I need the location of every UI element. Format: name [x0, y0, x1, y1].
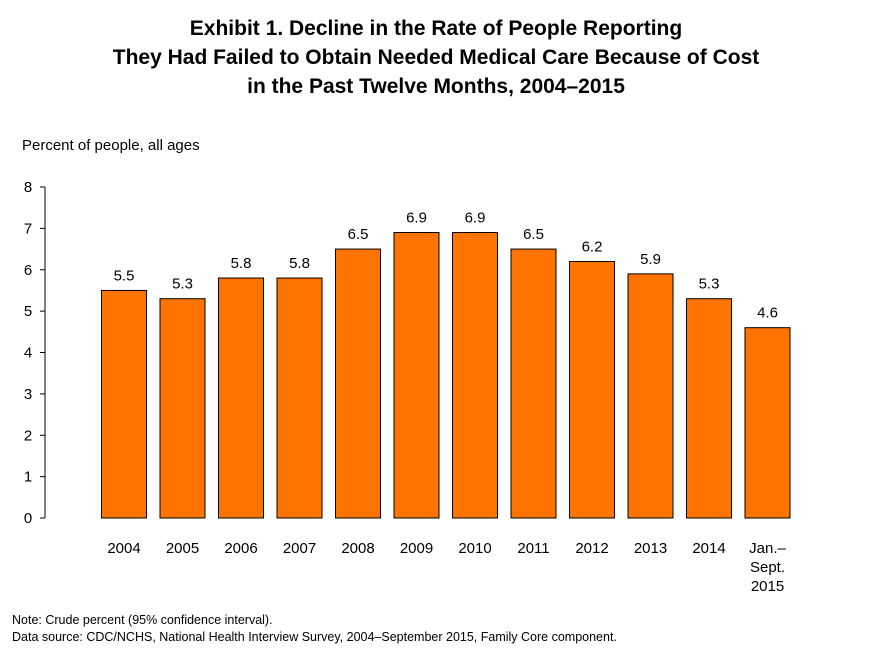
- y-axis-label: Percent of people, all ages: [22, 137, 200, 154]
- y-tick-label: 1: [24, 469, 32, 486]
- x-tick-label: 2011: [517, 540, 549, 557]
- bar: [744, 327, 791, 519]
- chart-title-line-1: Exhibit 1. Decline in the Rate of People…: [189, 17, 683, 40]
- x-tick-label: 2012: [575, 540, 608, 557]
- bar: [159, 298, 206, 519]
- bar-value-label: 6.9: [406, 210, 427, 227]
- y-tick-label: 2: [24, 427, 32, 444]
- x-tick-label: 2014: [692, 540, 725, 557]
- x-tick-label: 2004: [107, 540, 140, 557]
- y-tick-label: 7: [24, 220, 32, 237]
- bar-value-label: 4.6: [757, 305, 778, 322]
- bar-value-label: 5.5: [114, 267, 135, 284]
- bar-value-label: 6.2: [582, 238, 603, 255]
- chart-notes: Note: Crude percent (95% confidence inte…: [12, 612, 617, 646]
- bar: [569, 260, 615, 519]
- note-text: Note: Crude percent (95% confidence inte…: [12, 613, 273, 627]
- x-tick-label: 2005: [166, 540, 199, 557]
- x-tick-label: 2009: [400, 540, 433, 557]
- x-tick-label: 2013: [634, 540, 667, 557]
- chart-title: Exhibit 1. Decline in the Rate of People…: [0, 14, 872, 101]
- y-tick-label: 0: [24, 510, 32, 527]
- bar-value-label: 5.3: [172, 276, 193, 293]
- bar-value-label: 6.5: [348, 226, 369, 243]
- bar-value-label: 6.9: [465, 210, 486, 227]
- chart-title-line-2: They Had Failed to Obtain Needed Medical…: [112, 46, 760, 69]
- bar: [101, 289, 147, 519]
- x-tick-label: 2006: [224, 540, 257, 557]
- bar: [335, 248, 381, 519]
- bar-value-label: 5.8: [231, 255, 252, 272]
- bar-value-label: 5.8: [289, 255, 310, 272]
- y-tick-label: 4: [24, 345, 32, 362]
- bar-value-label: 5.3: [699, 276, 720, 293]
- chart-title-line-3: in the Past Twelve Months, 2004–2015: [247, 75, 625, 98]
- y-tick-label: 6: [24, 262, 32, 279]
- bar: [393, 232, 440, 519]
- bar: [627, 273, 674, 519]
- bar-value-label: 5.9: [640, 251, 661, 268]
- x-tick-label: 2007: [283, 540, 316, 557]
- bar: [686, 298, 732, 519]
- bar-value-label: 6.5: [523, 226, 544, 243]
- x-tick-label: 2008: [341, 540, 374, 557]
- bar: [452, 232, 498, 519]
- bar: [218, 277, 264, 519]
- x-tick-label: 2010: [458, 540, 491, 557]
- y-tick-label: 8: [24, 179, 32, 196]
- y-tick-label: 5: [24, 303, 32, 320]
- data-source-text: Data source: CDC/NCHS, National Health I…: [12, 630, 617, 644]
- bar: [510, 248, 557, 519]
- x-tick-label: Jan.– Sept. 2015: [749, 540, 786, 595]
- bar: [276, 277, 323, 519]
- y-tick-label: 3: [24, 386, 32, 403]
